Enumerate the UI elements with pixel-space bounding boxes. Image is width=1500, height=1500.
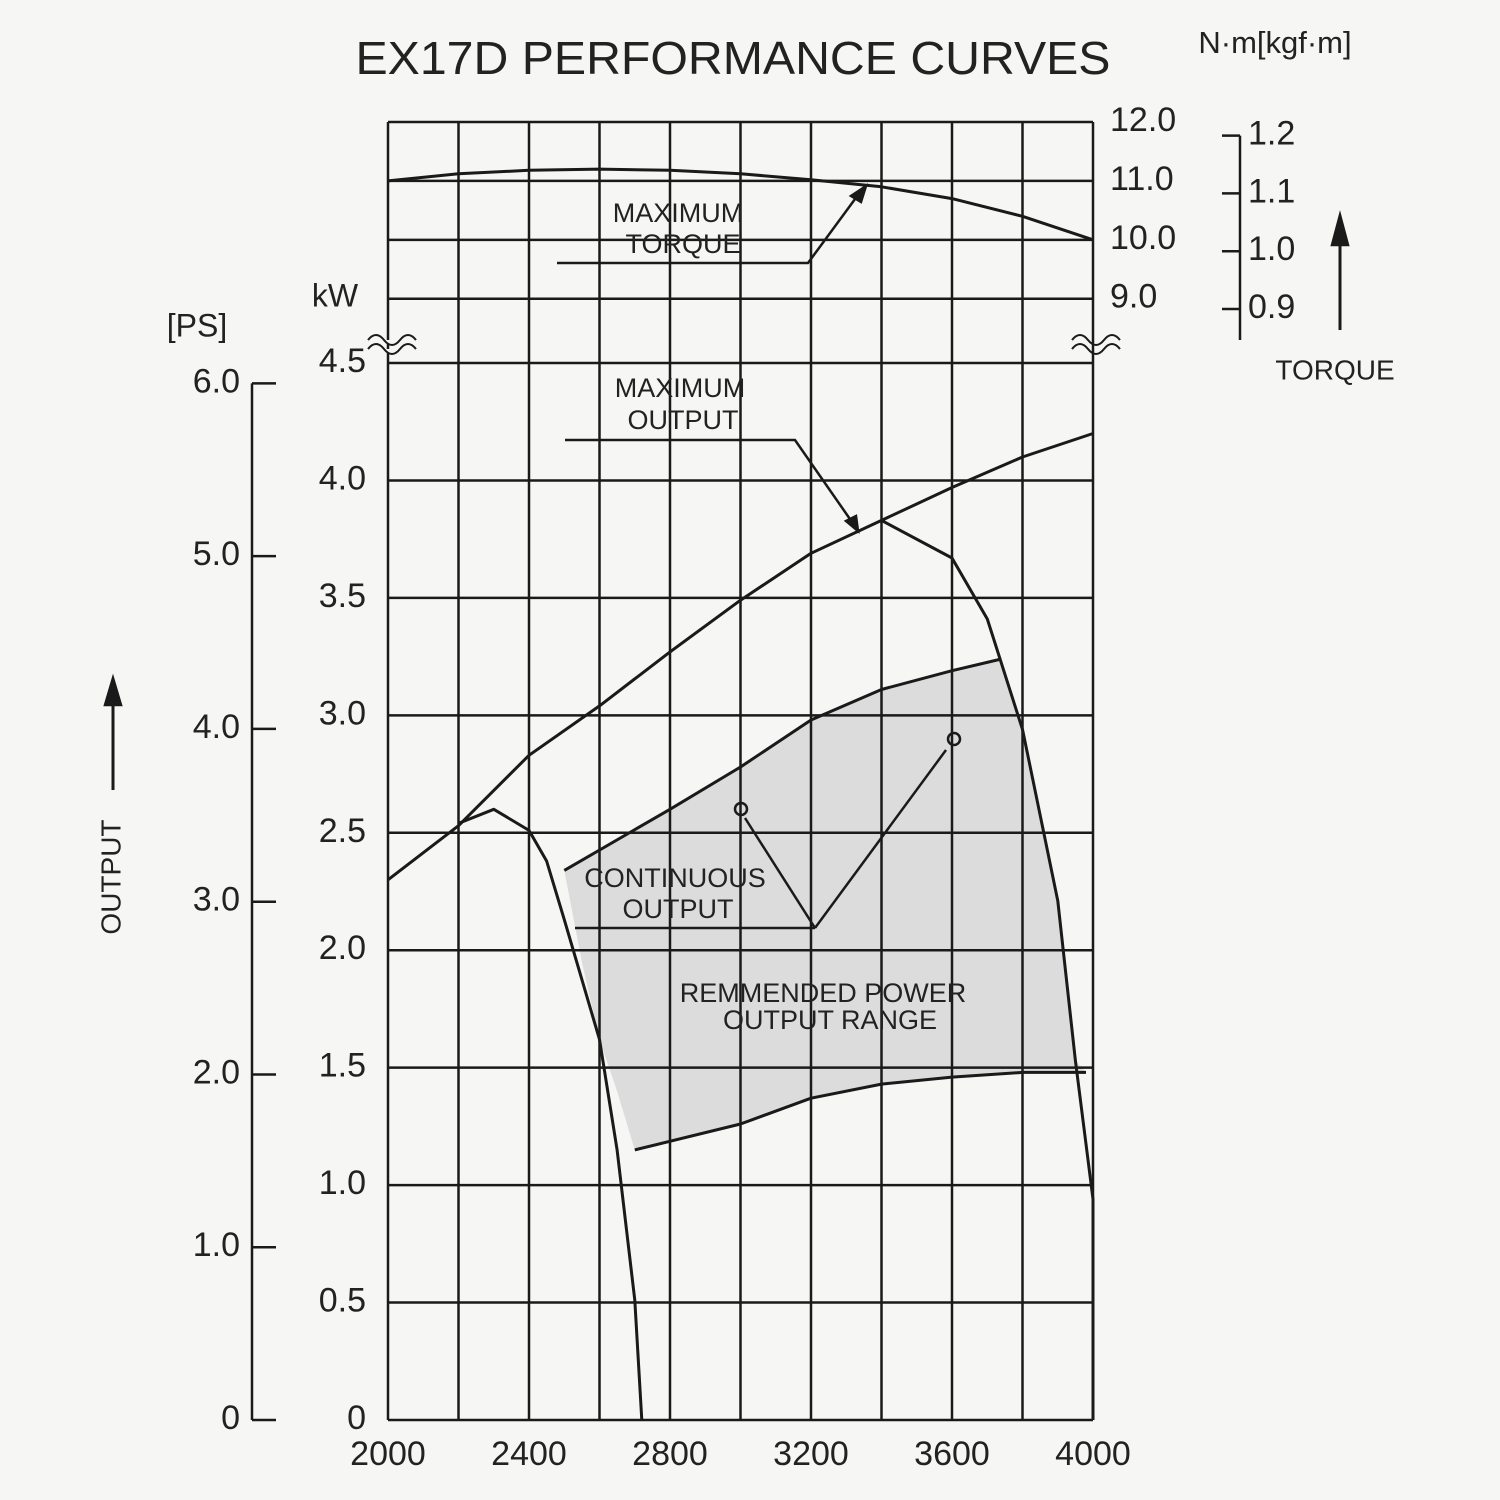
pointer-dot (946, 731, 962, 747)
axis-break (367, 334, 417, 355)
y-tick-label: 1.5 (319, 1047, 366, 1085)
kw-unit-label: kW (312, 277, 359, 313)
pointer-dot (733, 801, 749, 817)
arrowhead (1330, 210, 1350, 247)
torque-unit-label: N·m[kgf·m] (1198, 25, 1351, 60)
curve (387, 167, 1094, 242)
y-tick-label: 0.5 (319, 1282, 366, 1320)
x-tick-label: 2400 (491, 1435, 567, 1473)
y-tick-label: 4.0 (319, 459, 366, 497)
curve (457, 807, 644, 1421)
plot: 9.010.011.012.00.91.01.11.2MAXIMUMTORQUE… (193, 101, 1296, 1473)
y2-tick-label: 1.0 (193, 1226, 240, 1264)
x-tick-label: 2000 (350, 1435, 426, 1473)
y-tick-label: 0 (347, 1399, 366, 1437)
y2-tick-label: 1.0 (1248, 230, 1295, 268)
y-tick-label: 9.0 (1110, 278, 1157, 316)
arrowhead (103, 673, 123, 707)
continuous-pointer (743, 817, 817, 929)
y2-tick-label: 1.1 (1248, 172, 1295, 210)
y2-tick-label: 4.0 (193, 708, 240, 746)
y-tick-label: 11.0 (1110, 160, 1174, 198)
series-label: REMMENDED POWER (680, 978, 967, 1008)
y-tick-label: 3.5 (319, 577, 366, 615)
chart-title: EX17D PERFORMANCE CURVES (356, 32, 1111, 84)
y-tick-label: 10.0 (1110, 219, 1176, 257)
arrowhead (848, 182, 869, 204)
series-label: OUTPUT (623, 894, 734, 924)
grid (250, 120, 1242, 1422)
y-tick-label: 2.5 (319, 812, 366, 850)
x-tick-label: 4000 (1055, 1435, 1131, 1473)
axis-break (1071, 334, 1121, 355)
series-label: MAXIMUM (613, 198, 744, 228)
series-label: OUTPUT RANGE (723, 1005, 937, 1035)
output-axis-label: OUTPUT (95, 819, 126, 934)
output-pointer (565, 438, 854, 523)
x-tick-label: 2800 (632, 1435, 708, 1473)
y-tick-label: 3.0 (319, 694, 366, 732)
y-tick-label: 4.5 (319, 342, 366, 380)
continuous-pointer (813, 749, 948, 929)
recommended-range (564, 659, 1086, 1150)
curve (880, 519, 1095, 1420)
y-tick-label: 12.0 (1110, 101, 1176, 139)
torque-axis-label: TORQUE (1275, 354, 1394, 385)
x-tick-label: 3600 (914, 1435, 990, 1473)
arrowhead (843, 514, 860, 535)
curve (634, 1070, 1086, 1152)
y2-tick-label: 0.9 (1248, 288, 1295, 326)
y2-tick-label: 0 (221, 1399, 240, 1437)
areas (564, 659, 1086, 1150)
y2-tick-label: 1.2 (1248, 115, 1295, 153)
y2-tick-label: 3.0 (193, 881, 240, 919)
annotation-arrows (103, 182, 1350, 930)
y2-tick-label: 2.0 (193, 1053, 240, 1091)
curve (387, 432, 1094, 881)
y-tick-label: 2.0 (319, 929, 366, 967)
series-label: OUTPUT (628, 405, 739, 435)
series-label: CONTINUOUS (584, 863, 766, 893)
ps-unit-label: [PS] (167, 307, 227, 343)
torque-pointer (557, 194, 860, 265)
labels: 9.010.011.012.00.91.01.11.2MAXIMUMTORQUE… (193, 101, 1296, 1473)
lines (387, 167, 1095, 1421)
curve (563, 657, 1002, 872)
y-tick-label: 1.0 (319, 1164, 366, 1202)
x-tick-label: 3200 (773, 1435, 849, 1473)
y2-tick-label: 6.0 (193, 362, 240, 400)
series-label: TORQUE (625, 229, 740, 259)
y2-tick-label: 5.0 (193, 535, 240, 573)
series-label: MAXIMUM (615, 373, 746, 403)
